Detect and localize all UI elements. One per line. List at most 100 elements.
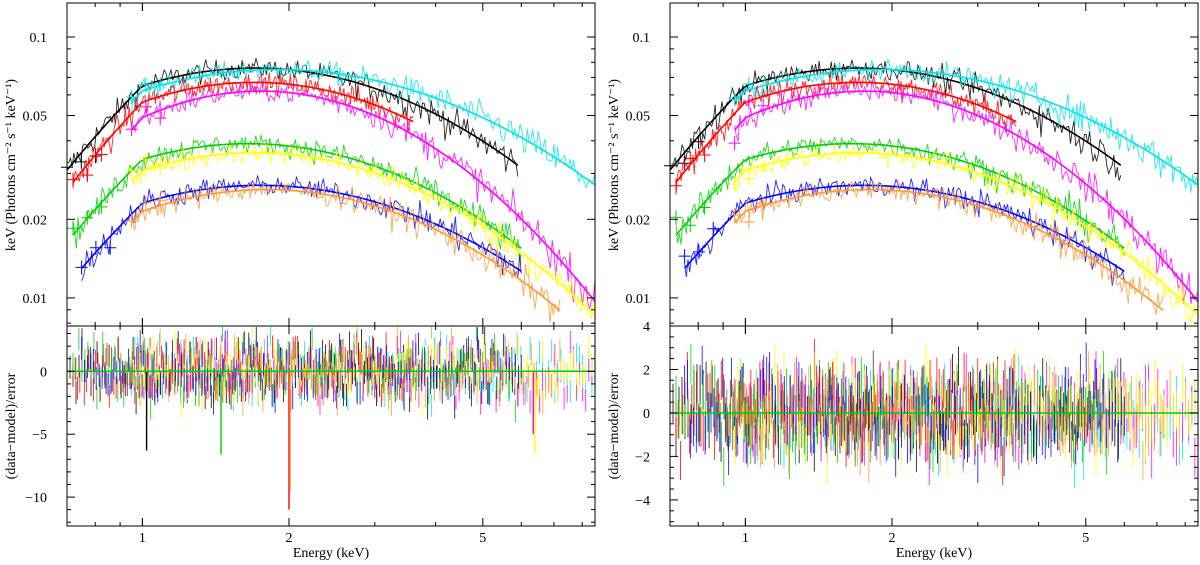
y-tick-label: 0.02	[23, 213, 48, 228]
right-spectrum-y-ticks: 0.01 0.02 0.05 0.1	[626, 31, 1198, 324]
y-tick-label: 2	[643, 364, 650, 379]
right-spectrum-x-ticks	[669, 3, 1186, 326]
right-residual-series	[669, 338, 1199, 488]
spectrum-lowE-bin-green	[684, 218, 697, 233]
spectrum-lowE-bin-orange	[757, 196, 770, 211]
y-tick-label: 0	[40, 365, 47, 380]
x-tick-label: 2	[286, 531, 293, 546]
x-tick-label: 5	[1082, 531, 1089, 546]
spectrum-lowE-bin-cyan	[139, 77, 152, 92]
residual-data-blue	[81, 327, 522, 415]
left-residual-frame	[66, 325, 596, 527]
spectrum-data-blue	[81, 175, 522, 281]
left-residual-ylabel: (data−model)/error	[4, 372, 19, 479]
right-spectrum-plot: 0.01 0.02 0.05 0.1 keV (Photons cm⁻² s⁻¹ ke…	[607, 2, 1199, 327]
left-panel: 0.01 0.02 0.05 0.1 keV (Photons cm⁻² s⁻¹ ke…	[4, 2, 596, 561]
spectrum-lowE-bin-yellow	[742, 171, 755, 186]
spectrum-lowE-bin-green	[95, 199, 108, 214]
spectrum-lowE-bin-blue	[89, 240, 102, 255]
y-tick-label: −5	[32, 428, 47, 443]
spectrum-lowE-bin-magenta	[742, 95, 755, 109]
spectrum-model-magenta	[130, 90, 596, 303]
spectrum-lowE-bin-black	[692, 134, 705, 149]
y-tick-label: 0	[643, 407, 650, 422]
right-residual-plot: −4 −2 0 2 4 1 2 5 (data−model)/error	[607, 320, 1199, 546]
spectrum-model-yellow	[131, 151, 596, 316]
spectrum-lowE-bin-red	[95, 147, 108, 162]
x-tick-label: 1	[742, 531, 749, 546]
spectrum-lowE-bin-orange	[154, 193, 167, 208]
right-spectrum-ylabel: keV (Photons cm⁻² s⁻¹ keV⁻¹)	[607, 79, 622, 251]
spectrum-data-blue	[684, 175, 1125, 286]
spectrum-lowE-bin-orange	[139, 195, 152, 210]
y-tick-label: −2	[635, 450, 650, 465]
spectrum-model-green	[675, 142, 1125, 249]
left-spectrum-x-ticks	[66, 3, 583, 326]
spectrum-lowE-bin-yellow	[125, 163, 138, 178]
spectrum-model-yellow	[734, 151, 1199, 316]
spectrum-lowE-bin-orange	[728, 208, 741, 222]
spectrum-lowE-bin-magenta	[139, 99, 152, 114]
spectrum-model-green	[72, 142, 522, 249]
spectrum-lowE-bin-cyan	[125, 90, 138, 104]
spectrum-lowE-bin-green	[670, 210, 682, 225]
spectrum-lowE-bin-cyan	[154, 77, 167, 92]
x-tick-label: 1	[139, 531, 146, 546]
left-spectrum-plot: 0.01 0.02 0.05 0.1 keV (Photons cm⁻² s⁻¹ ke…	[4, 2, 596, 327]
right-residual-frame	[669, 325, 1199, 527]
spectrum-lowE-bin-green	[81, 210, 94, 225]
left-spectrum-ylabel: keV (Photons cm⁻² s⁻¹ keV⁻¹)	[4, 79, 19, 251]
spectrum-model-blue	[683, 184, 1125, 272]
left-spectrum-series	[61, 58, 596, 323]
spectrum-lowE-bin-red	[670, 178, 682, 193]
spectrum-lowE-bin-blue	[678, 249, 691, 264]
y-tick-label: 0.1	[633, 31, 651, 46]
spectrum-model-blue	[80, 184, 522, 272]
right-xlabel: Energy (keV)	[896, 546, 973, 561]
spectrum-lowE-bin-yellow	[154, 161, 167, 175]
x-tick-label: 5	[479, 531, 486, 546]
spectrum-lowE-bin-yellow	[728, 177, 741, 192]
spectrum-lowE-bin-magenta	[154, 111, 167, 126]
spectrum-lowE-bin-cyan	[742, 76, 755, 91]
left-residual-series	[66, 327, 596, 510]
spectrum-model-orange	[734, 188, 1164, 311]
y-tick-label: −10	[25, 491, 47, 506]
spectrum-data-cyan	[734, 57, 1199, 193]
spectrum-data-magenta	[734, 80, 1199, 305]
spectrum-lowE-bin-yellow	[757, 159, 770, 173]
spectrum-lowE-bin-blue	[75, 260, 88, 275]
left-spectrum-y-ticks: 0.01 0.02 0.05 0.1	[23, 31, 595, 324]
y-tick-label: 0.05	[626, 110, 651, 125]
right-spectrum-series	[664, 57, 1199, 324]
spectrum-data-yellow	[734, 145, 1199, 324]
spectrum-lowE-bin-cyan	[728, 92, 741, 107]
y-tick-label: 4	[643, 320, 650, 335]
spectrum-lowE-bin-yellow	[139, 152, 152, 167]
spectrum-lowE-bin-blue	[692, 244, 705, 259]
spectrum-data-yellow	[131, 143, 596, 320]
y-tick-label: 0.1	[30, 31, 48, 46]
spectrum-data-magenta	[131, 79, 596, 309]
spectrum-model-red	[72, 81, 414, 183]
spectrum-data-green	[675, 136, 1125, 256]
spectrum-data-red	[675, 71, 1017, 195]
spectrum-lowE-bin-blue	[707, 221, 720, 236]
spectrum-data-orange	[131, 182, 561, 323]
y-tick-label: 0.01	[23, 292, 48, 307]
spectrum-data-red	[72, 72, 414, 189]
spectrum-data-black	[669, 59, 1122, 181]
right-residual-x-ticks: 1 2 5	[669, 326, 1186, 546]
spectrum-lowE-bin-green	[67, 221, 79, 236]
spectrum-model-orange	[131, 188, 561, 311]
spectrum-model-red	[675, 81, 1017, 183]
left-residual-y-ticks: −10 −5 0	[25, 333, 595, 523]
right-residual-ylabel: (data−model)/error	[607, 372, 622, 479]
spectrum-model-magenta	[733, 90, 1199, 303]
spectrum-model-cyan	[131, 68, 596, 186]
spectrum-lowE-bin-red	[684, 151, 697, 166]
spectrum-lowE-bin-red	[698, 148, 711, 162]
spectrum-model-cyan	[734, 68, 1199, 186]
spectrum-lowE-bin-blue	[104, 240, 117, 255]
right-panel: 0.01 0.02 0.05 0.1 keV (Photons cm⁻² s⁻¹ ke…	[607, 2, 1199, 561]
